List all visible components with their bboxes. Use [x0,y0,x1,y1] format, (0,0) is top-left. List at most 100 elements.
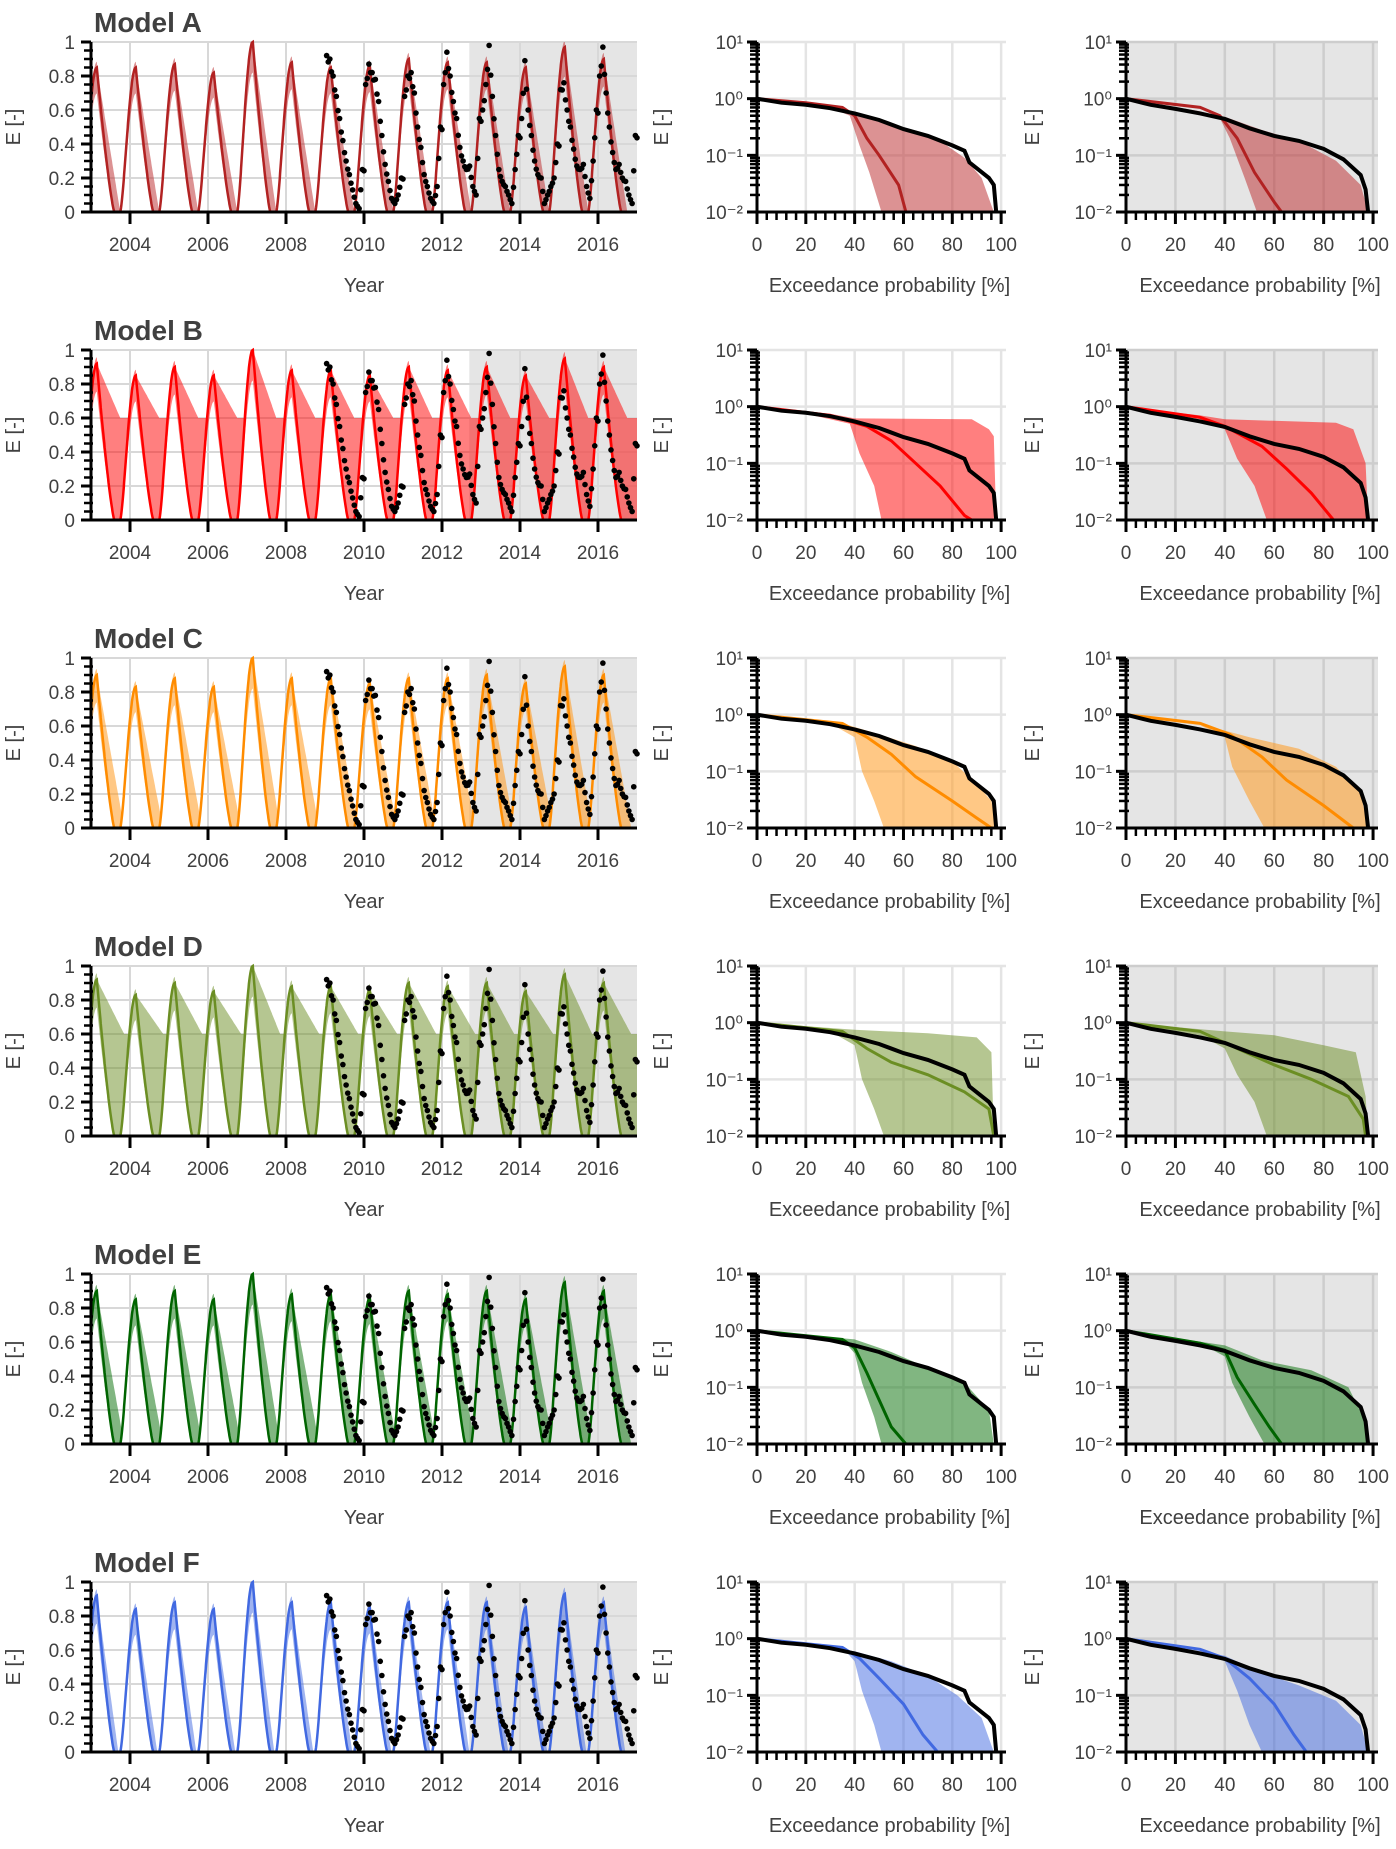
observed-point [492,132,499,139]
observed-point [567,740,574,746]
observed-point [616,1393,622,1400]
observed-point [598,63,605,69]
observed-point [356,1745,362,1752]
observed-point [445,373,452,380]
observed-point [486,1582,492,1589]
tick-label: 2016 [577,1467,619,1488]
observed-point [374,1323,380,1329]
observed-point [440,1621,447,1628]
uncertainty-band [757,1330,994,1444]
observed-point [509,200,515,207]
observed-point [603,1014,609,1020]
observed-point [426,1422,432,1428]
observed-point [565,1658,572,1665]
tick-label: 0.2 [49,1709,75,1730]
observed-point [486,1274,492,1281]
observed-point [440,1005,447,1012]
observed-point [452,726,458,732]
tick-label: 0.4 [49,135,76,156]
observed-point [335,1339,341,1346]
x-axis-label: Exceedance probability [%] [769,583,1010,605]
observed-point [335,1031,341,1038]
observed-point [421,171,427,178]
observed-point [374,1015,380,1021]
observed-fdc-line [756,404,999,521]
model-title: Model C [94,623,203,654]
observed-point [335,107,341,114]
observed-point [455,1364,462,1371]
observed-point [567,432,574,438]
observed-point [369,1301,375,1308]
observed-point [395,1116,401,1122]
observed-point [517,750,523,757]
observed-point [518,1655,525,1662]
observed-point [380,765,387,771]
observed-point [447,689,453,695]
observed-point [395,1424,401,1430]
observed-point [565,1350,572,1357]
tick-label: 100 [985,1159,1017,1180]
observed-point [595,1650,601,1656]
observed-point [487,996,494,1002]
observed-point [400,484,406,490]
observed-point [379,1056,385,1063]
tick-label: 2012 [421,1467,463,1488]
observed-point [561,1004,567,1010]
model-title: Model E [94,1239,201,1270]
observed-point [585,1114,592,1120]
observed-point [408,1609,414,1616]
observed-point [351,1426,358,1432]
observed-point [570,146,577,152]
observed-point [372,1616,379,1623]
observed-point [422,486,429,493]
tick-label: 0.8 [49,991,75,1012]
observed-point [473,192,479,198]
observed-point [564,415,570,421]
observed-point [362,81,369,88]
observed-point [466,1395,473,1401]
observed-point [346,1403,353,1410]
observed-fdc-line [1125,1328,1371,1445]
observed-point [468,174,475,181]
tick-label: 1 [64,649,75,670]
tick-label: 20 [795,543,816,564]
observed-point [510,1108,517,1115]
observed-point [348,180,354,186]
tick-label: 2006 [187,1159,229,1180]
observed-point [458,769,465,775]
observed-point [336,1655,343,1662]
observed-point [356,205,362,212]
observed-point [582,1713,588,1720]
observed-point [364,999,371,1006]
observed-point [343,1698,349,1704]
observed-point [616,1085,622,1092]
observed-point [494,459,501,466]
tick-label: 80 [942,851,963,872]
observed-point [455,1056,462,1063]
observed-point [440,1313,447,1320]
tick-label: 2014 [499,235,542,256]
observed-point [331,87,338,93]
observed-point [609,1073,616,1080]
observed-point [447,381,453,387]
tick-label: 80 [1313,1775,1334,1796]
tick-label: 10⁻² [706,1743,744,1764]
observed-point [348,1720,354,1726]
observed-point [341,765,348,772]
observed-point [340,1061,346,1068]
observed-point [583,1415,590,1422]
observed-fdc-line [756,96,999,213]
observed-point [543,504,549,511]
observed-point [517,1674,523,1681]
observed-point [489,1017,496,1024]
observed-point [393,196,400,203]
observed-point [624,1726,631,1732]
observed-point [450,1330,457,1337]
tick-label: 10⁻² [1075,511,1113,532]
tick-label: 40 [844,1467,865,1488]
observed-point [426,806,432,812]
observed-point [440,81,447,88]
tick-label: 20 [1165,235,1186,256]
observed-point [379,1672,385,1679]
observed-point [569,1061,575,1068]
